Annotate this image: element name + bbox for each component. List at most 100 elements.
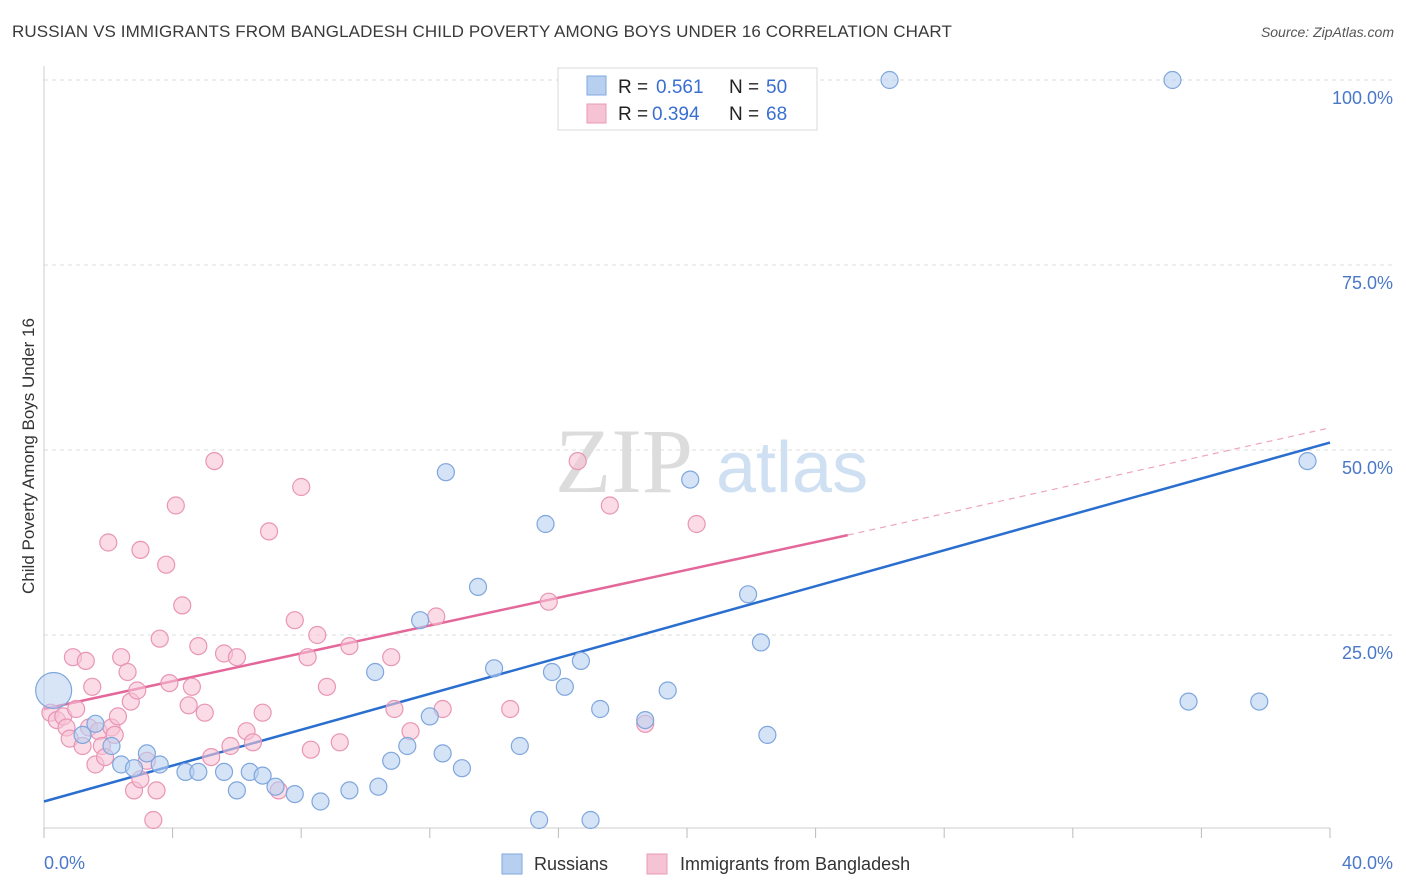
gridlines bbox=[44, 79, 1393, 636]
data-point-russians bbox=[311, 792, 330, 811]
data-point-russians bbox=[433, 744, 452, 763]
data-point-immigrants bbox=[382, 648, 401, 667]
chart-title: RUSSIAN VS IMMIGRANTS FROM BANGLADESH CH… bbox=[12, 22, 952, 41]
y-tick-labels: 100.0% 75.0% 50.0% 25.0% bbox=[1332, 88, 1393, 663]
data-point-immigrants bbox=[298, 648, 317, 667]
data-point-immigrants bbox=[687, 514, 706, 534]
data-point-russians bbox=[436, 463, 455, 482]
data-point-russians bbox=[758, 725, 777, 745]
data-point-immigrants bbox=[166, 496, 185, 515]
data-point-immigrants bbox=[83, 677, 102, 696]
source-label: Source: ZipAtlas.com bbox=[1260, 24, 1394, 40]
data-point-immigrants bbox=[99, 533, 118, 552]
data-point-immigrants bbox=[301, 740, 320, 759]
data-point-russians bbox=[86, 714, 105, 733]
data-point-immigrants bbox=[202, 747, 221, 767]
trend-line-immigrants-extension bbox=[847, 427, 1331, 536]
data-point-immigrants bbox=[147, 781, 166, 800]
y-tick-label: 75.0% bbox=[1342, 273, 1393, 293]
legend-n-label-1: N = bbox=[729, 77, 759, 98]
data-point-immigrants bbox=[568, 452, 587, 471]
data-point-immigrants bbox=[160, 673, 179, 693]
data-point-russians bbox=[124, 759, 144, 778]
y-tick-label: 100.0% bbox=[1332, 88, 1393, 108]
data-point-russians bbox=[102, 736, 121, 756]
data-point-immigrants bbox=[317, 677, 337, 696]
data-point-immigrants bbox=[173, 596, 192, 615]
data-point-russians bbox=[366, 662, 385, 682]
data-point-russians bbox=[536, 514, 555, 534]
data-point-immigrants bbox=[600, 496, 619, 515]
bottom-legend-swatch-immigrants bbox=[646, 853, 668, 875]
data-point-immigrants bbox=[539, 592, 558, 611]
data-point-russians bbox=[530, 810, 549, 830]
data-point-russians bbox=[73, 725, 92, 745]
data-point-russians bbox=[214, 762, 234, 782]
legend-n-value-1: 50 bbox=[766, 77, 787, 98]
data-point-immigrants bbox=[205, 452, 224, 471]
data-point-immigrants bbox=[128, 681, 147, 700]
legend-r-label-1: R = bbox=[618, 77, 648, 98]
x-tick-label-min: 0.0% bbox=[44, 853, 85, 873]
watermark-atlas: atlas bbox=[716, 428, 868, 508]
data-point-immigrants bbox=[131, 540, 150, 560]
data-point-russians bbox=[510, 736, 529, 756]
data-point-russians bbox=[35, 671, 73, 710]
legend-swatch-immigrants bbox=[586, 103, 607, 124]
data-point-russians bbox=[285, 784, 304, 804]
y-tick-label: 50.0% bbox=[1342, 458, 1393, 478]
data-point-immigrants bbox=[385, 699, 404, 719]
data-point-immigrants bbox=[285, 611, 304, 630]
legend-r-value-1: 0.561 bbox=[656, 77, 704, 98]
data-point-russians bbox=[382, 751, 401, 770]
data-point-russians bbox=[591, 699, 610, 719]
legend-swatch-russians bbox=[586, 75, 607, 96]
data-point-russians bbox=[738, 585, 758, 604]
data-point-russians bbox=[137, 744, 156, 763]
data-point-russians bbox=[751, 633, 771, 652]
data-point-immigrants bbox=[195, 703, 214, 722]
data-point-russians bbox=[227, 781, 246, 800]
data-point-russians bbox=[555, 677, 574, 696]
x-ticks bbox=[43, 828, 1331, 838]
data-point-immigrants bbox=[108, 707, 128, 726]
y-axis-label: Child Poverty Among Boys Under 16 bbox=[19, 318, 38, 594]
data-point-russians bbox=[681, 470, 700, 489]
data-point-immigrants bbox=[76, 651, 95, 671]
data-point-russians bbox=[411, 611, 430, 630]
data-point-russians bbox=[1298, 452, 1317, 471]
data-point-russians bbox=[1163, 70, 1182, 90]
trend-line-immigrants bbox=[43, 533, 849, 711]
data-point-immigrants bbox=[401, 722, 420, 741]
data-point-immigrants bbox=[157, 555, 176, 574]
data-point-immigrants bbox=[292, 477, 311, 497]
y-tick-label: 25.0% bbox=[1342, 643, 1393, 663]
data-point-russians bbox=[420, 707, 439, 726]
data-point-immigrants bbox=[144, 810, 163, 830]
series-russians-points bbox=[35, 70, 1317, 830]
legend-r-value-2: 0.394 bbox=[652, 104, 700, 125]
data-point-immigrants bbox=[340, 636, 359, 656]
data-point-russians bbox=[369, 777, 388, 796]
legend-n-label-2: N = bbox=[729, 104, 759, 125]
data-point-russians bbox=[542, 662, 562, 682]
legend-r-label-2: R = bbox=[618, 104, 648, 125]
data-point-russians bbox=[253, 766, 272, 785]
data-point-russians bbox=[340, 781, 359, 800]
data-point-immigrants bbox=[182, 677, 201, 696]
data-point-immigrants bbox=[227, 648, 246, 667]
legend: R = 0.561 N = 50 R = 0.394 N = 68 bbox=[557, 67, 818, 131]
data-point-immigrants bbox=[330, 733, 349, 752]
data-point-russians bbox=[398, 736, 417, 756]
data-point-russians bbox=[581, 810, 600, 830]
data-point-immigrants bbox=[221, 736, 240, 756]
data-point-immigrants bbox=[189, 636, 208, 656]
bottom-legend: Russians Immigrants from Bangladesh bbox=[501, 853, 910, 875]
bottom-legend-russians: Russians bbox=[534, 854, 608, 874]
data-point-immigrants bbox=[179, 696, 198, 715]
data-point-russians bbox=[636, 710, 655, 730]
data-point-russians bbox=[189, 762, 208, 782]
data-point-immigrants bbox=[150, 629, 169, 648]
data-point-russians bbox=[266, 777, 285, 796]
